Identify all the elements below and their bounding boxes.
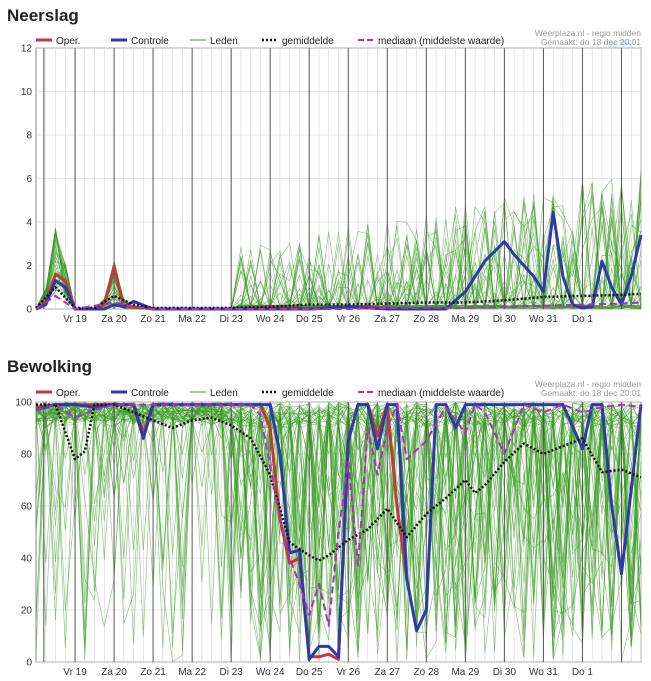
legend-label: Controle [131, 388, 169, 399]
y-tick-label: 100 [15, 398, 32, 409]
legend-label: Oper. [56, 388, 80, 399]
series-line-gemiddelde [36, 403, 642, 562]
legend-label: gemiddelde [282, 36, 334, 47]
x-tick-label: Vr 19 [63, 667, 87, 678]
y-tick-label: 6 [26, 174, 32, 185]
x-tick-label: Zo 28 [414, 314, 440, 325]
legend-label: Leden [210, 388, 238, 399]
series-line-mediaan [35, 403, 642, 627]
x-tick-label: Ma 29 [451, 667, 479, 678]
x-tick-label: Za 20 [101, 667, 127, 678]
x-tick-label: Di 23 [219, 667, 243, 678]
x-tick-label: Vr 26 [336, 667, 360, 678]
x-tick-label: Do 25 [296, 667, 323, 678]
x-tick-label: Wo 31 [529, 667, 558, 678]
x-tick-label: Zo 28 [414, 667, 440, 678]
leden-member-line [35, 401, 642, 660]
series-line-controle [35, 210, 643, 311]
y-tick-label: 20 [21, 606, 33, 617]
legend-label: gemiddelde [282, 388, 334, 399]
y-tick-label: 12 [21, 44, 33, 55]
leden-member-line [35, 401, 642, 656]
y-tick-label: 80 [21, 450, 33, 461]
y-tick-label: 0 [26, 658, 32, 669]
y-tick-label: 2 [26, 261, 32, 272]
x-tick-label: Wo 24 [256, 667, 285, 678]
y-tick-label: 8 [26, 131, 32, 142]
x-tick-label: Za 20 [101, 314, 127, 325]
legend-label: Oper. [56, 36, 80, 47]
x-tick-label: Ma 29 [451, 314, 479, 325]
x-tick-label: Ma 22 [178, 314, 206, 325]
leden-member-line [35, 400, 642, 653]
credit-source: Weerplaza.nl - regio midden [535, 28, 641, 38]
neerslag-title: Neerslag [7, 6, 79, 25]
x-tick-label: Do 1 [572, 314, 594, 325]
y-tick-label: 10 [21, 87, 33, 98]
legend-label: Controle [131, 36, 169, 47]
y-tick-label: 40 [21, 554, 33, 565]
y-tick-label: 0 [26, 305, 32, 316]
x-tick-label: Di 23 [219, 314, 243, 325]
credit-made: Gemaakt: do 18 dec 20:01 [541, 37, 641, 47]
bewolking-title: Bewolking [7, 357, 93, 376]
x-tick-label: Wo 24 [256, 314, 285, 325]
x-tick-label: Ma 22 [178, 667, 206, 678]
bewolking-panel: Bewolking [0, 351, 651, 681]
credit-source: Weerplaza.nl - regio midden [535, 379, 641, 389]
x-tick-label: Zo 21 [140, 667, 166, 678]
x-tick-label: Zo 21 [140, 314, 166, 325]
legend-label: mediaan (middelste waarde) [378, 388, 504, 399]
x-tick-label: Di 30 [493, 667, 517, 678]
x-tick-label: Za 27 [375, 314, 401, 325]
x-tick-label: Do 25 [296, 314, 323, 325]
leden-member-line [35, 401, 642, 662]
y-tick-label: 4 [26, 218, 32, 229]
neerslag-chart: 0 2 4 6 8 10 12 Vr 19 Za 20 Zo 21 Ma 22 Di 23 Wo 24 D… [21, 28, 643, 325]
y-tick-label: 60 [21, 502, 33, 513]
x-tick-label: Vr 19 [63, 314, 87, 325]
leden-member-line [35, 403, 642, 641]
x-tick-label: Wo 31 [529, 314, 558, 325]
credit-made: Gemaakt: do 18 dec 20:01 [541, 388, 641, 398]
x-tick-label: Vr 26 [336, 314, 360, 325]
x-tick-label: Di 30 [493, 314, 517, 325]
legend-label: mediaan (middelste waarde) [378, 36, 504, 47]
neerslag-panel: Neerslag [0, 0, 651, 340]
bewolking-chart: 0 20 40 60 80 100 Vr 19 Za 20 Zo 21 Ma 22 Di 23 Wo … [15, 379, 643, 678]
legend-label: Leden [210, 36, 238, 47]
x-tick-label: Do 1 [572, 667, 594, 678]
x-tick-label: Za 27 [375, 667, 401, 678]
